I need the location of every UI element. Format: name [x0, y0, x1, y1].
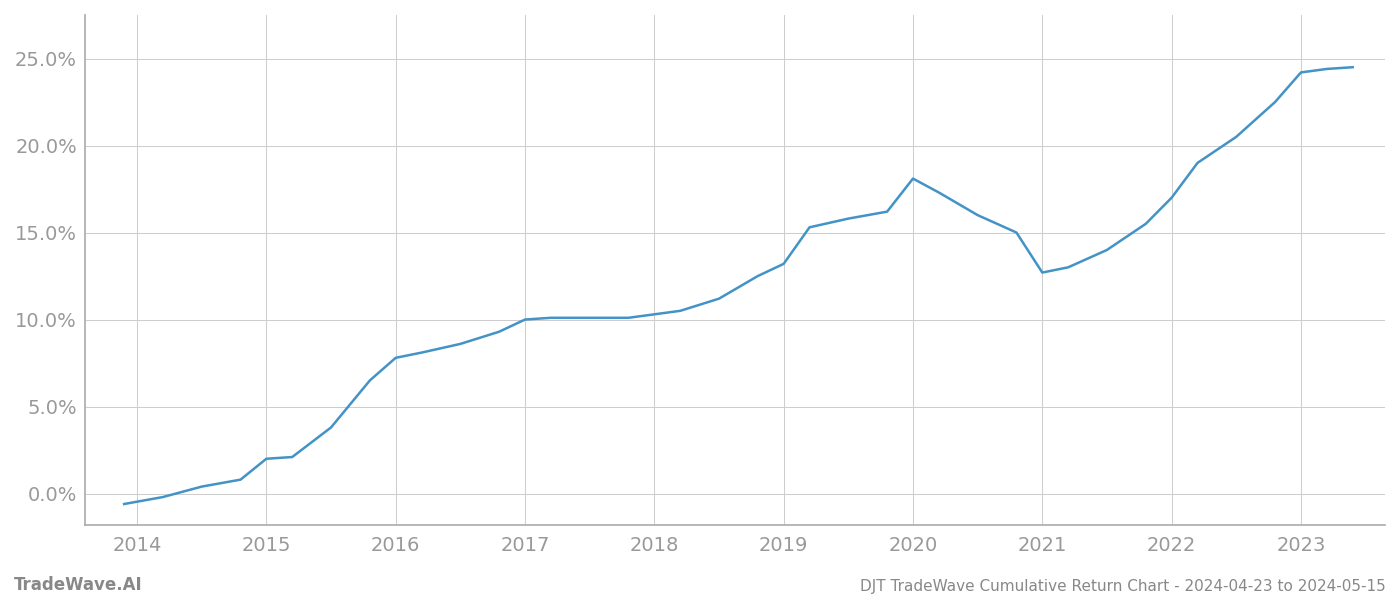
- Text: TradeWave.AI: TradeWave.AI: [14, 576, 143, 594]
- Text: DJT TradeWave Cumulative Return Chart - 2024-04-23 to 2024-05-15: DJT TradeWave Cumulative Return Chart - …: [860, 579, 1386, 594]
